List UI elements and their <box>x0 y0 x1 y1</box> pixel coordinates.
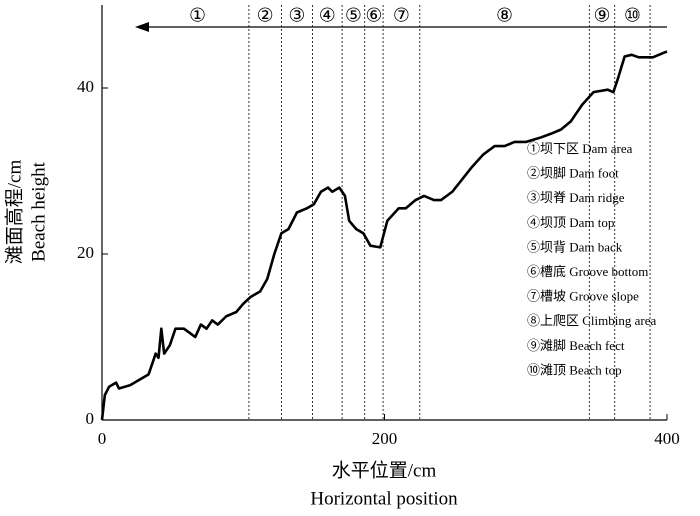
zone-label: ⑥ <box>365 5 382 26</box>
zone-label: ② <box>257 5 274 26</box>
x-tick-label: 400 <box>654 429 680 448</box>
arrow-head <box>135 22 149 32</box>
zone-label: ① <box>189 5 206 26</box>
zone-label: ⑩ <box>624 5 641 26</box>
zone-label: ④ <box>319 5 336 26</box>
x-label: 水平位置/cm <box>332 459 437 481</box>
y-tick-label: 40 <box>77 77 94 96</box>
zone-label: ⑨ <box>594 5 611 26</box>
legend-entry: ⑧上爬区 Climbing area <box>527 313 656 328</box>
x-tick-label: 0 <box>98 429 107 448</box>
profile-line <box>100 50 668 421</box>
zone-label: ⑤ <box>345 5 362 26</box>
x-tick-label: 200 <box>372 429 398 448</box>
legend-entry: ⑤坝背 Dam back <box>527 239 623 254</box>
legend-entry: ⑨滩脚 Beach fect <box>527 338 625 353</box>
legend-entry: ⑦槽坡 Groove slope <box>527 289 639 304</box>
y-tick-label: 20 <box>77 243 94 262</box>
x-label: Horizontal position <box>310 488 458 509</box>
zone-label: ⑦ <box>393 5 410 26</box>
legend-entry: ④坝顶 Dam top <box>527 215 614 230</box>
legend-entry: ⑩滩顶 Beach top <box>527 362 622 377</box>
legend-entry: ⑥槽底 Groove bottom <box>527 264 648 279</box>
y-tick-label: 0 <box>86 409 95 428</box>
y-label: 滩面高程/cm <box>3 160 25 265</box>
legend-entry: ③坝脊 Dam ridge <box>527 190 625 205</box>
zone-label: ③ <box>288 5 305 26</box>
y-label: Beach height <box>28 161 49 261</box>
zone-label: ⑧ <box>496 5 513 26</box>
legend-entry: ①坝下区 Dam area <box>527 141 633 156</box>
legend-entry: ②坝脚 Dam foot <box>527 166 619 181</box>
